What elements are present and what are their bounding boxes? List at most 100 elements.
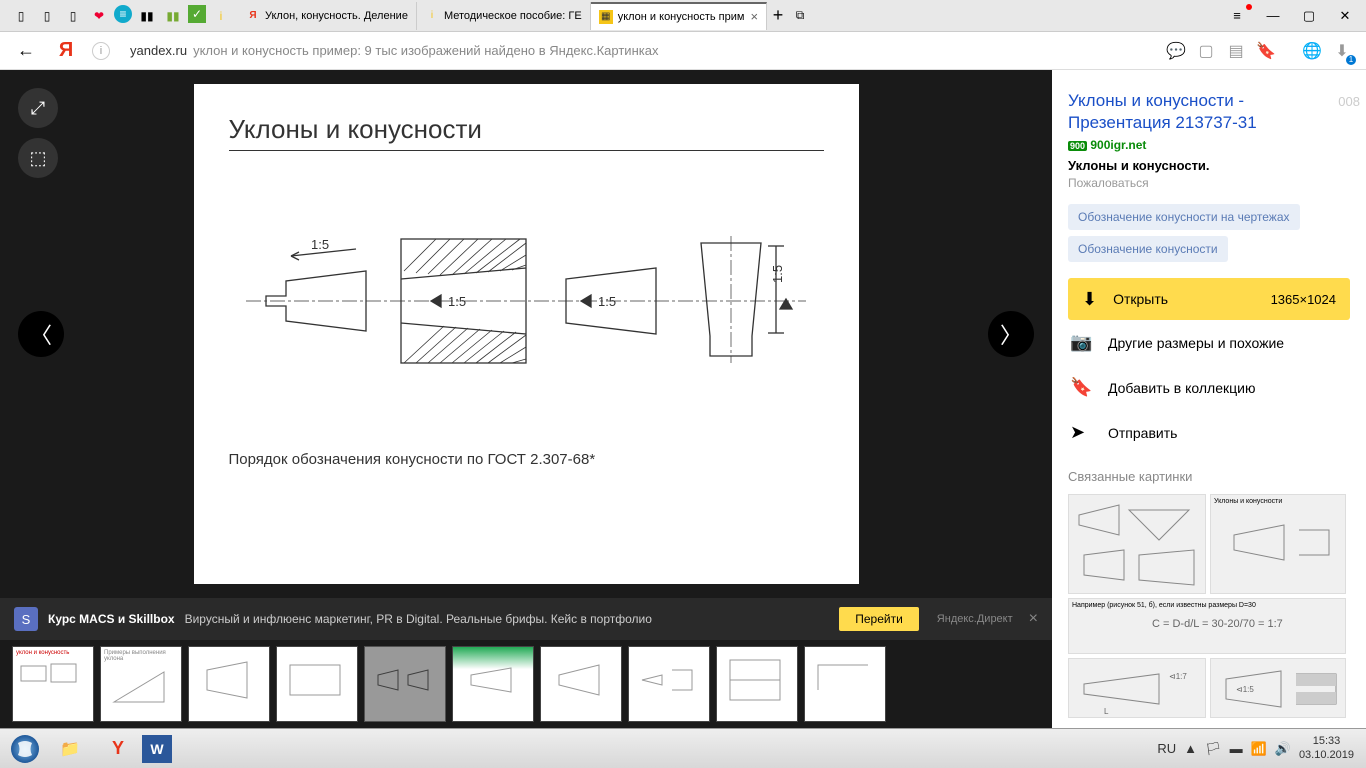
- feedback-icon[interactable]: 💬: [1164, 39, 1188, 63]
- prev-image-button[interactable]: 〈: [18, 311, 64, 357]
- extensions-icon[interactable]: ≡: [1220, 2, 1254, 30]
- minimize-button[interactable]: —: [1256, 2, 1290, 30]
- ad-logo-icon: S: [14, 607, 38, 631]
- pinned-tab[interactable]: ▮▮: [162, 5, 184, 27]
- similar-sizes-button[interactable]: 📷 Другие размеры и похожие: [1068, 320, 1350, 365]
- thumbnail[interactable]: [804, 646, 886, 722]
- site-info-icon[interactable]: i: [92, 42, 110, 60]
- complain-link[interactable]: Пожаловаться: [1068, 176, 1350, 190]
- pinned-tab[interactable]: i: [210, 5, 232, 27]
- url-bar[interactable]: yandex.ru уклон и конусность пример: 9 т…: [122, 37, 1152, 65]
- svg-text:1:5: 1:5: [311, 237, 329, 252]
- browser-tab[interactable]: Я Уклон, конусность. Деление: [238, 2, 417, 30]
- url-domain: yandex.ru: [130, 43, 187, 58]
- related-title: Связанные картинки: [1068, 469, 1350, 484]
- bookmark-icon[interactable]: 🔖: [1254, 39, 1278, 63]
- pinned-tab[interactable]: ❤: [88, 5, 110, 27]
- close-viewer-button[interactable]: ✕: [1360, 82, 1366, 118]
- crop-button[interactable]: ⬚: [18, 138, 58, 178]
- tags: Обозначение конусности на чертежах Обозн…: [1068, 204, 1350, 262]
- flag-icon[interactable]: 🏳: [1205, 741, 1222, 757]
- thumbnail[interactable]: Примеры выполнения уклона: [100, 646, 182, 722]
- tab-label: Методическое пособие: ГЕ: [444, 10, 582, 22]
- reader-icon[interactable]: ▤: [1224, 39, 1248, 63]
- close-tab-icon[interactable]: ×: [750, 9, 758, 24]
- close-window-button[interactable]: ✕: [1328, 2, 1362, 30]
- image-description: Уклоны и конусности.: [1068, 158, 1350, 173]
- thumbnail[interactable]: [716, 646, 798, 722]
- bookmark-icon: 🔖: [1070, 377, 1092, 398]
- fullscreen-button[interactable]: ⤢: [18, 88, 58, 128]
- pinned-tab[interactable]: ≡: [114, 5, 132, 23]
- image-source-title[interactable]: Уклоны и конусности - Презентация 213737…: [1068, 91, 1257, 132]
- tab-label: уклон и конусность прим: [618, 11, 745, 23]
- window-controls: ≡ — ▢ ✕: [1220, 2, 1362, 30]
- pinned-tab[interactable]: ✓: [188, 5, 206, 23]
- svg-text:1:5: 1:5: [598, 294, 616, 309]
- downloads-icon[interactable]: ⬇: [1330, 39, 1354, 63]
- image-caption: Порядок обозначения конусности по ГОСТ 2…: [229, 451, 824, 468]
- next-image-button[interactable]: 〉: [988, 311, 1034, 357]
- open-image-button[interactable]: ⬇ Открыть 1365×1024: [1068, 278, 1350, 320]
- related-thumb[interactable]: ⊲1:5: [1210, 658, 1346, 718]
- ad-go-button[interactable]: Перейти: [839, 607, 919, 631]
- pinned-tab[interactable]: ▯: [10, 5, 32, 27]
- ad-close-icon[interactable]: ×: [1029, 610, 1038, 628]
- browser-tab-active[interactable]: ▦ уклон и конусность прим ×: [591, 2, 767, 30]
- image-favicon-icon: ▦: [599, 10, 613, 24]
- new-tab-button[interactable]: +: [767, 5, 789, 27]
- related-thumb[interactable]: ⊲1:7L: [1068, 658, 1206, 718]
- taskbar: 📁 Y W RU ▲ 🏳 ▬ 📶 🔊 15:33 03.10.2019: [0, 728, 1366, 768]
- system-tray: RU ▲ 🏳 ▬ 📶 🔊 15:33 03.10.2019: [1157, 735, 1362, 761]
- pinned-tabs: ▯ ▯ ▯ ❤ ≡ ▮▮ ▮▮ ✓ i: [4, 5, 238, 27]
- tag[interactable]: Обозначение конусности: [1068, 236, 1228, 262]
- image-source-domain[interactable]: 900 900igr.net: [1068, 138, 1350, 152]
- ad-text: Вирусный и инфлюенс маркетинг, PR в Digi…: [185, 612, 652, 626]
- thumbnail[interactable]: уклон и конусность: [12, 646, 94, 722]
- thumbnail[interactable]: [540, 646, 622, 722]
- globe-icon[interactable]: 🌐: [1300, 39, 1324, 63]
- time: 15:33: [1299, 735, 1354, 748]
- download-icon: ⬇: [1082, 289, 1097, 310]
- related-thumb[interactable]: Например (рисунок 51, б), если известны …: [1068, 598, 1346, 654]
- clock[interactable]: 15:33 03.10.2019: [1299, 735, 1354, 761]
- ad-banner: S Курс MACS и Skillbox Вирусный и инфлюе…: [0, 598, 1052, 640]
- share-button[interactable]: ➤ Отправить: [1068, 410, 1350, 455]
- yandex-taskbar-icon[interactable]: Y: [94, 732, 142, 766]
- pinned-tab[interactable]: ▯: [62, 5, 84, 27]
- network-icon[interactable]: 📶: [1251, 741, 1267, 757]
- thumbnail[interactable]: [452, 646, 534, 722]
- related-thumb[interactable]: Уклоны и конусности: [1210, 494, 1346, 594]
- main-image[interactable]: Уклоны и конусности 1:5: [194, 84, 859, 584]
- pinned-tab[interactable]: ▮▮: [136, 5, 158, 27]
- browser-tab[interactable]: i Методическое пособие: ГЕ: [417, 2, 591, 30]
- image-area: 〈 〉 Уклоны и конусности: [0, 70, 1052, 598]
- lang-indicator[interactable]: RU: [1157, 741, 1176, 756]
- explorer-taskbar-icon[interactable]: 📁: [46, 732, 94, 766]
- start-button[interactable]: [4, 732, 46, 766]
- ad-label[interactable]: Яндекс.Директ: [937, 613, 1013, 625]
- thumbnail[interactable]: [276, 646, 358, 722]
- pinned-tab[interactable]: ▯: [36, 5, 58, 27]
- tag[interactable]: Обозначение конусности на чертежах: [1068, 204, 1300, 230]
- ad-title[interactable]: Курс MACS и Skillbox: [48, 612, 175, 626]
- thumbnail-strip: уклон и конусность Примеры выполнения ук…: [0, 640, 1052, 728]
- battery-icon[interactable]: ▬: [1230, 741, 1243, 756]
- tab-label: Уклон, конусность. Деление: [265, 10, 408, 22]
- maximize-button[interactable]: ▢: [1292, 2, 1326, 30]
- thumbnail[interactable]: [628, 646, 710, 722]
- thumbnail[interactable]: [188, 646, 270, 722]
- tray-up-icon[interactable]: ▲: [1184, 741, 1197, 756]
- add-collection-button[interactable]: 🔖 Добавить в коллекцию: [1068, 365, 1350, 410]
- yandex-logo-icon[interactable]: Я: [52, 37, 80, 65]
- thumbnail-active[interactable]: [364, 646, 446, 722]
- svg-text:1:5: 1:5: [770, 265, 785, 283]
- related-thumb[interactable]: [1068, 494, 1206, 594]
- volume-icon[interactable]: 🔊: [1275, 741, 1291, 757]
- yandex-favicon-icon: Я: [246, 9, 260, 23]
- back-button[interactable]: ←: [12, 37, 40, 65]
- tab-overview-button[interactable]: ⧉: [789, 5, 811, 27]
- camera-icon: 📷: [1070, 332, 1092, 353]
- protect-icon[interactable]: ▢: [1194, 39, 1218, 63]
- word-taskbar-icon[interactable]: W: [142, 735, 172, 763]
